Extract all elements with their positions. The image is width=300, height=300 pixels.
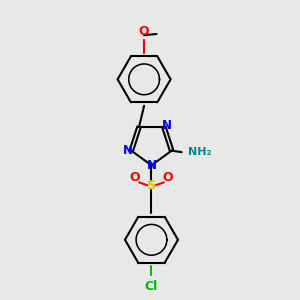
Text: O: O [139,25,149,38]
Text: O: O [163,171,173,184]
Text: Cl: Cl [145,280,158,293]
Text: S: S [147,179,156,192]
Text: N: N [146,159,157,172]
Text: O: O [130,171,140,184]
Text: NH₂: NH₂ [188,147,212,157]
Text: N: N [122,144,133,157]
Text: N: N [162,119,172,132]
